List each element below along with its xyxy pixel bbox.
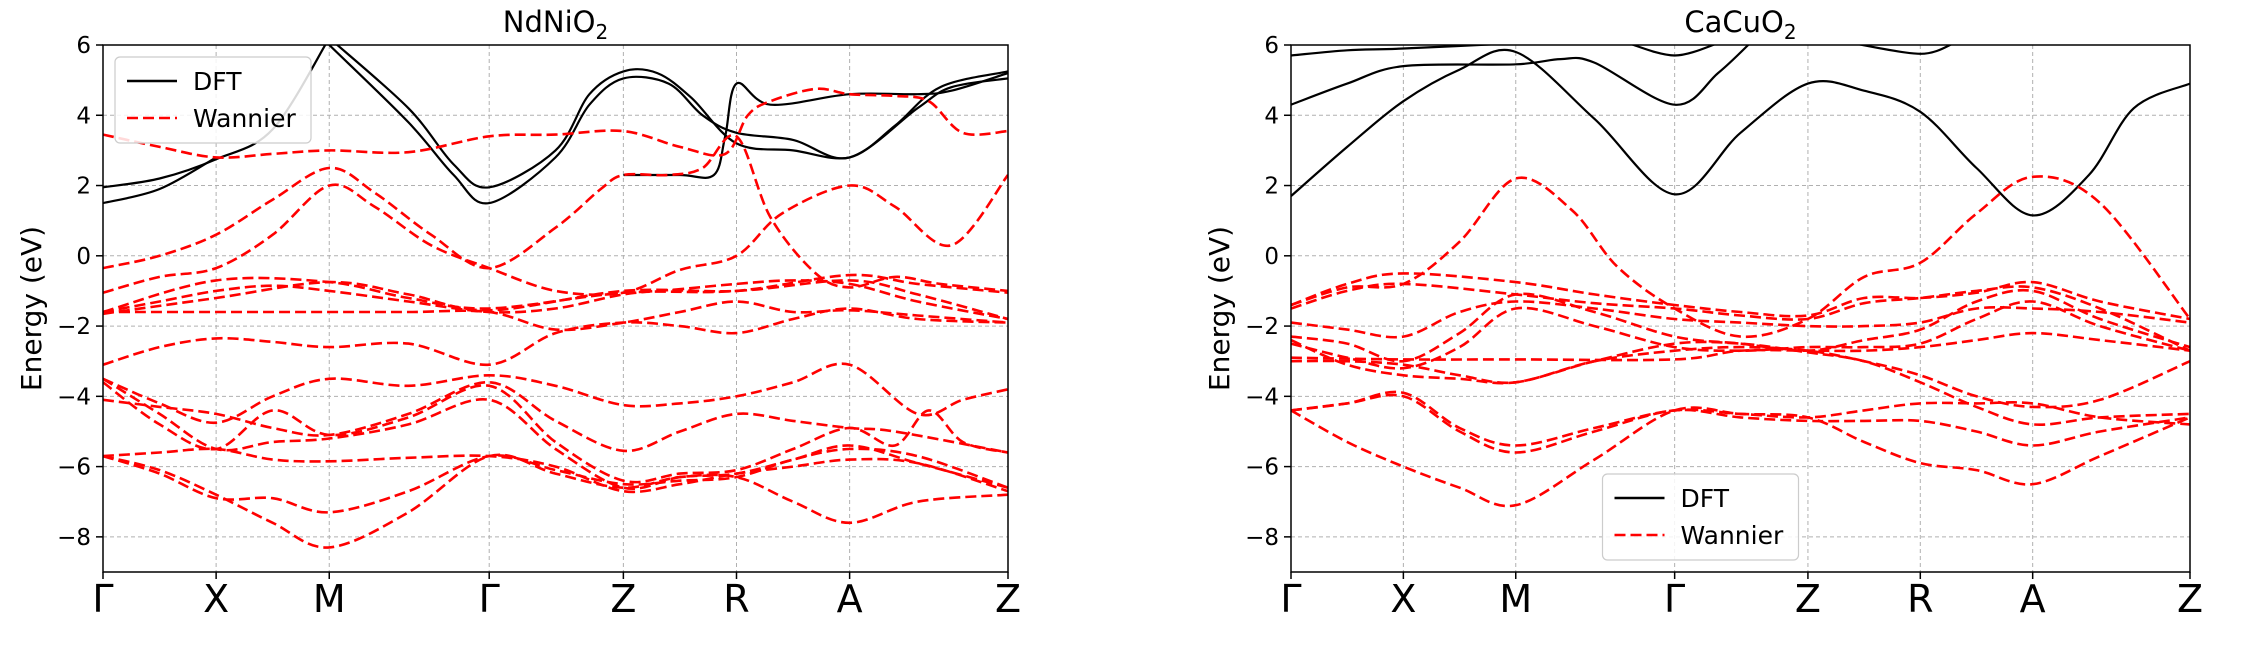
band-line-dft — [1856, 45, 1953, 55]
band-line-wannier — [103, 279, 1008, 321]
y-tick-label: −4 — [57, 384, 91, 410]
kpoint-label: Z — [995, 577, 1021, 621]
band-line-dft — [1630, 45, 1717, 57]
band-line-wannier — [1291, 175, 2190, 339]
band-line-wannier — [1291, 338, 2190, 426]
kpoint-label: R — [723, 577, 749, 621]
legend-label-wannier: Wannier — [193, 104, 296, 133]
band-line-wannier — [1291, 300, 2190, 339]
chart-title-subscript: 2 — [595, 20, 608, 44]
kpoint-label: M — [1499, 577, 1532, 621]
kpoint-label: R — [1907, 577, 1933, 621]
y-tick-label: 2 — [76, 174, 91, 200]
band-line-wannier — [103, 381, 1008, 484]
legend-label-wannier: Wannier — [1681, 521, 1784, 550]
band-line-wannier — [103, 174, 1008, 297]
chart-title: NdNiO2 — [503, 5, 608, 44]
y-axis-label: Energy (eV) — [1203, 226, 1236, 391]
band-line-wannier — [1291, 406, 2190, 508]
legend: DFT Wannier — [1601, 473, 1800, 561]
chart-title-subscript: 2 — [1784, 20, 1797, 44]
band-line-wannier — [103, 279, 1008, 321]
chart-title-main: CaCuO — [1684, 5, 1783, 39]
kpoint-label: A — [2020, 577, 2046, 621]
band-line-wannier — [1291, 272, 2190, 321]
y-tick-label: 4 — [76, 103, 91, 129]
y-tick-label: −6 — [1245, 455, 1279, 481]
y-tick-label: −2 — [57, 314, 91, 340]
band-line-wannier — [103, 133, 1008, 293]
kpoint-label: Z — [610, 577, 636, 621]
y-axis-label: Energy (eV) — [15, 226, 48, 391]
band-line-wannier — [103, 362, 1008, 425]
axes-frame — [1290, 44, 2191, 573]
series-dft — [1291, 45, 2190, 217]
kpoint-label: M — [313, 577, 346, 621]
kpoint-label: Γ — [1280, 577, 1301, 621]
kpoint-label: Z — [1795, 577, 1821, 621]
chart-title: CaCuO2 — [1684, 5, 1796, 44]
axes-frame — [102, 44, 1009, 573]
y-tick-label: −4 — [1245, 384, 1279, 410]
band-line-wannier — [103, 447, 1008, 494]
series-wannier — [1291, 175, 2190, 508]
kpoint-label: Z — [2177, 577, 2203, 621]
legend-label-dft: DFT — [193, 67, 242, 96]
band-line-wannier — [103, 380, 1008, 454]
band-line-dft — [328, 45, 1008, 205]
y-tick-label: −8 — [1245, 525, 1279, 551]
kpoint-label: Γ — [1664, 577, 1685, 621]
legend-box — [1601, 473, 1800, 561]
plot-area — [1291, 45, 2190, 508]
band-line-wannier — [1291, 282, 2190, 352]
band-line-wannier — [103, 300, 1008, 332]
y-tick-label: −6 — [57, 455, 91, 481]
y-tick-label: 6 — [1264, 33, 1279, 59]
kpoint-label: X — [1390, 577, 1416, 621]
kpoint-label: X — [203, 577, 229, 621]
kpoint-label: Γ — [479, 577, 500, 621]
y-tick-label: 6 — [76, 33, 91, 59]
kpoint-label: A — [837, 577, 863, 621]
plot-area — [103, 45, 1008, 549]
y-tick-label: 0 — [1264, 244, 1279, 270]
series-wannier — [103, 87, 1008, 549]
legend-label-dft: DFT — [1681, 484, 1730, 513]
chart-title-main: NdNiO — [503, 5, 596, 39]
legend: DFT Wannier — [114, 56, 312, 144]
y-tick-label: −2 — [1245, 314, 1279, 340]
band-line-dft — [103, 156, 217, 205]
band-line-wannier — [1291, 288, 2190, 363]
y-tick-label: 0 — [76, 244, 91, 270]
band-line-wannier — [103, 307, 1008, 367]
kpoint-label: Γ — [92, 577, 113, 621]
band-line-wannier — [103, 453, 1008, 549]
y-tick-label: −8 — [57, 525, 91, 551]
band-line-wannier — [103, 447, 1008, 514]
y-tick-label: 4 — [1264, 103, 1279, 129]
band-line-dft — [1291, 45, 1750, 106]
band-line-wannier — [1291, 393, 2190, 454]
band-line-dft — [1291, 48, 2190, 217]
legend-box — [114, 56, 312, 144]
band-line-wannier — [1291, 390, 2190, 447]
band-line-wannier — [1291, 345, 2190, 409]
band-line-dft — [335, 45, 1008, 189]
band-line-dft — [623, 72, 1008, 179]
y-tick-label: 2 — [1264, 174, 1279, 200]
